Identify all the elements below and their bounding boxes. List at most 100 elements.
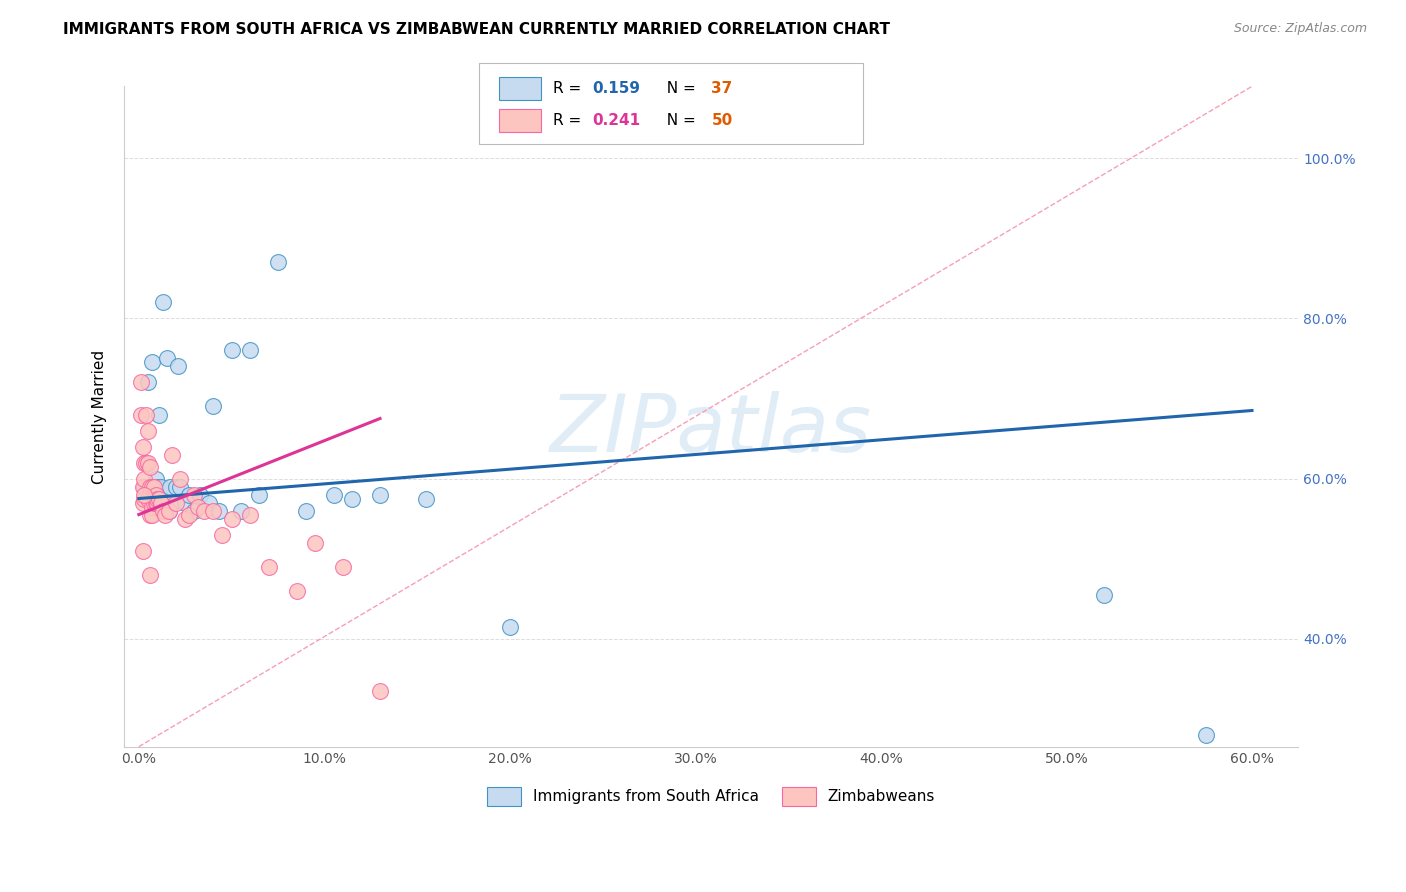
- Point: [157, 503, 180, 517]
- Point: [141, 479, 163, 493]
- Point: [340, 491, 363, 506]
- Point: [183, 487, 205, 501]
- Point: [150, 495, 173, 509]
- Point: [211, 527, 233, 541]
- Point: [136, 491, 159, 506]
- Point: [221, 343, 243, 358]
- Point: [141, 508, 163, 522]
- Point: [368, 487, 391, 501]
- Point: [177, 508, 200, 522]
- Point: [139, 508, 162, 522]
- Point: [146, 491, 169, 506]
- Point: [145, 487, 167, 501]
- Point: [136, 424, 159, 438]
- Point: [165, 495, 187, 509]
- Point: [142, 487, 165, 501]
- Point: [322, 487, 344, 501]
- Point: [183, 503, 205, 517]
- Point: [160, 495, 183, 509]
- Point: [285, 583, 308, 598]
- Point: [332, 559, 354, 574]
- Legend: Immigrants from South Africa, Zimbabweans: Immigrants from South Africa, Zimbabwean…: [481, 780, 941, 812]
- Point: [135, 408, 157, 422]
- Point: [139, 459, 162, 474]
- Point: [304, 535, 326, 549]
- Point: [142, 479, 165, 493]
- Point: [207, 503, 229, 517]
- Point: [166, 359, 188, 374]
- Point: [295, 503, 318, 517]
- Point: [239, 343, 262, 358]
- Point: [153, 508, 176, 522]
- Point: [136, 376, 159, 390]
- Point: [153, 495, 176, 509]
- Point: [148, 491, 170, 506]
- Point: [146, 479, 169, 493]
- Point: [135, 456, 157, 470]
- Point: [146, 495, 169, 509]
- Text: R =: R =: [553, 81, 586, 95]
- Point: [136, 456, 159, 470]
- Point: [134, 479, 156, 493]
- Point: [131, 543, 153, 558]
- Point: [187, 500, 209, 514]
- Text: Source: ZipAtlas.com: Source: ZipAtlas.com: [1233, 22, 1367, 36]
- Point: [198, 495, 221, 509]
- Point: [152, 503, 174, 517]
- Point: [159, 479, 181, 493]
- Point: [174, 495, 197, 509]
- Point: [148, 408, 170, 422]
- Text: ZIPatlas: ZIPatlas: [550, 391, 872, 468]
- Point: [193, 503, 215, 517]
- Point: [131, 479, 153, 493]
- Point: [134, 456, 156, 470]
- Point: [249, 487, 271, 501]
- Point: [177, 487, 200, 501]
- Y-axis label: Currently Married: Currently Married: [93, 350, 107, 483]
- Point: [134, 471, 156, 485]
- Point: [156, 351, 179, 366]
- Point: [129, 408, 152, 422]
- Point: [150, 479, 173, 493]
- Point: [174, 511, 197, 525]
- Point: [499, 619, 522, 633]
- Point: [165, 479, 187, 493]
- Text: N =: N =: [657, 113, 700, 128]
- Text: IMMIGRANTS FROM SOUTH AFRICA VS ZIMBABWEAN CURRENTLY MARRIED CORRELATION CHART: IMMIGRANTS FROM SOUTH AFRICA VS ZIMBABWE…: [63, 22, 890, 37]
- Point: [229, 503, 252, 517]
- Point: [142, 495, 165, 509]
- Point: [267, 255, 290, 269]
- Text: N =: N =: [657, 81, 700, 95]
- Point: [145, 471, 167, 485]
- Text: R =: R =: [553, 113, 586, 128]
- Text: 0.159: 0.159: [592, 81, 640, 95]
- Text: 37: 37: [711, 81, 733, 95]
- Point: [131, 495, 153, 509]
- Point: [134, 487, 156, 501]
- Point: [415, 491, 437, 506]
- Point: [131, 440, 153, 454]
- Point: [139, 567, 162, 582]
- Point: [129, 376, 152, 390]
- Point: [141, 355, 163, 369]
- Point: [202, 400, 225, 414]
- Point: [160, 448, 183, 462]
- Point: [368, 683, 391, 698]
- Point: [1194, 728, 1216, 742]
- Point: [134, 491, 156, 506]
- Point: [139, 479, 162, 493]
- Point: [202, 503, 225, 517]
- Text: 50: 50: [711, 113, 733, 128]
- Point: [221, 511, 243, 525]
- Point: [169, 471, 191, 485]
- Point: [145, 495, 167, 509]
- Point: [1092, 588, 1115, 602]
- Point: [188, 487, 211, 501]
- Point: [257, 559, 280, 574]
- Point: [169, 479, 191, 493]
- Point: [239, 508, 262, 522]
- Text: 0.241: 0.241: [592, 113, 640, 128]
- Point: [157, 503, 180, 517]
- Point: [152, 295, 174, 310]
- Point: [141, 500, 163, 514]
